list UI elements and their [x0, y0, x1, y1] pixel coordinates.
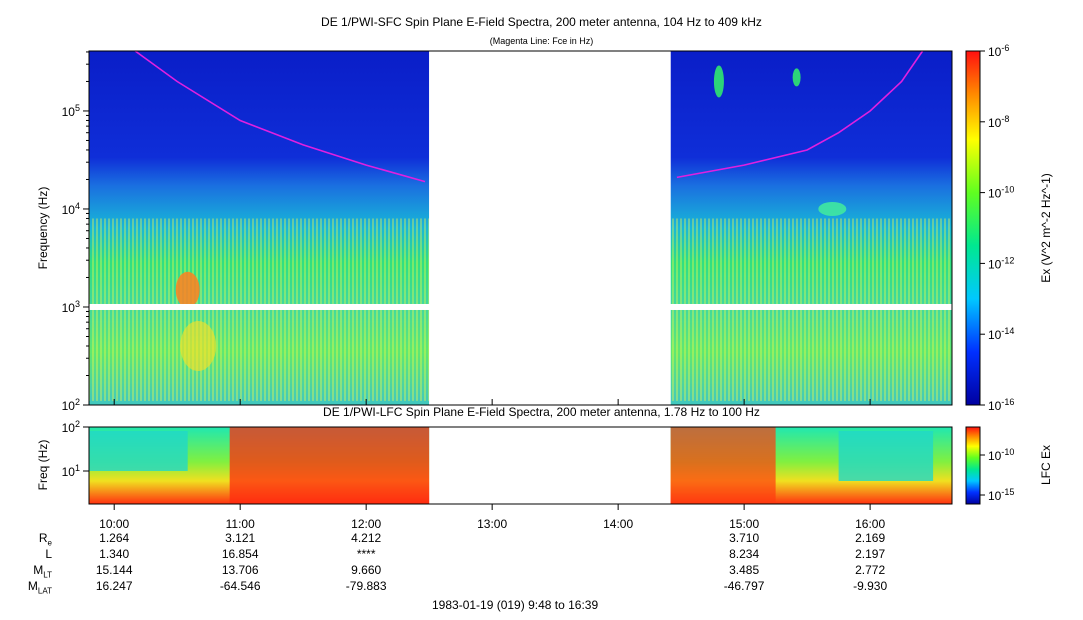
lfc-y-axis-label: Freq (Hz) — [36, 440, 50, 491]
tick-label: 10-14 — [988, 326, 1014, 342]
tick-label: 102 — [62, 397, 80, 413]
fce-line — [134, 50, 426, 183]
ephemeris-row-label: L — [45, 547, 52, 561]
lfc-intense-region — [670, 427, 776, 504]
emission-blob — [792, 68, 801, 87]
ephemeris-value: 9.660 — [351, 563, 382, 577]
sfc-data-gap — [429, 51, 671, 405]
sfc-spectrogram — [89, 50, 954, 405]
sfc-colorbar — [965, 50, 981, 406]
ephemeris-value: **** — [356, 547, 376, 561]
sfc-colorbar-label: Ex (V^2 m^-2 Hz^-1) — [1039, 173, 1053, 283]
tick-label: 10-6 — [988, 43, 1009, 59]
ephemeris-value: 16.854 — [221, 547, 259, 561]
tick-label: 10-16 — [988, 397, 1014, 413]
x-tick-label: 13:00 — [477, 517, 507, 531]
fce-line — [676, 50, 924, 179]
lfc-intense-region — [229, 427, 430, 504]
date-label: 1983-01-19 (019) 9:48 to 16:39 — [432, 598, 599, 612]
tick-label: 104 — [62, 201, 80, 217]
tick-label: 105 — [62, 103, 80, 119]
axes-layer: 102 103 104 105 101 102 Frequency (Hz) Freq (Hz… — [36, 43, 1014, 531]
lfc-colorbar — [965, 426, 981, 505]
x-tick-label: 16:00 — [855, 517, 885, 531]
tick-label: 10-10 — [988, 447, 1014, 463]
ephemeris-value: -64.546 — [219, 579, 261, 593]
ephemeris-value: 2.772 — [855, 563, 886, 577]
sfc-title: DE 1/PWI-SFC Spin Plane E-Field Spectra,… — [321, 15, 762, 29]
emission-blob — [818, 201, 847, 216]
tick-label: 10-12 — [988, 255, 1014, 271]
emission-blob — [713, 65, 724, 98]
tick-label: 103 — [62, 299, 80, 315]
x-tick-label: 11:00 — [226, 517, 255, 531]
tick-label: 10-15 — [988, 487, 1014, 503]
lfc-frame — [88, 426, 953, 505]
ephemeris-value: 15.144 — [95, 563, 133, 577]
ephemeris-value: 8.234 — [729, 547, 760, 561]
tick-label: 10-8 — [988, 114, 1009, 130]
ephemeris-value: 2.169 — [855, 531, 886, 545]
ephemeris-row-label: MLAT — [27, 579, 52, 596]
lfc-spectrogram — [89, 427, 952, 504]
lfc-colorbar-label: LFC Ex — [1039, 445, 1053, 485]
lfc-title: DE 1/PWI-LFC Spin Plane E-Field Spectra,… — [323, 405, 760, 419]
lfc-quiet-region — [838, 431, 934, 481]
sfc-y-axis-label: Frequency (Hz) — [36, 187, 50, 270]
ephemeris-value: -9.930 — [853, 579, 888, 593]
ephemeris-value: 1.340 — [99, 547, 130, 561]
x-tick-label: 14:00 — [603, 517, 633, 531]
ephemeris-value: 4.212 — [351, 531, 382, 545]
x-tick-label: 10:00 — [99, 517, 129, 531]
ephemeris-value: 3.485 — [729, 563, 760, 577]
ephemeris-row-label: MLT — [33, 563, 52, 580]
colorbars: Ex (V^2 m^-2 Hz^-1) LFC Ex — [965, 50, 1053, 505]
ephemeris-row-label: Re — [38, 531, 52, 548]
sfc-subtitle: (Magenta Line: Fce in Hz) — [489, 36, 594, 46]
x-tick-label: 15:00 — [729, 517, 759, 531]
ephemeris-value: 1.264 — [99, 531, 130, 545]
x-tick-label: 12:00 — [351, 517, 381, 531]
emission-blob — [180, 320, 217, 371]
tick-label: 10-10 — [988, 185, 1014, 201]
emission-blob — [175, 271, 200, 308]
ephemeris-value: 3.710 — [729, 531, 760, 545]
ephemeris-value: 2.197 — [855, 547, 886, 561]
ephemeris-value: -79.883 — [345, 579, 387, 593]
ephemeris-value: -46.797 — [723, 579, 765, 593]
sfc-frame — [88, 50, 953, 406]
ephemeris-value: 16.247 — [95, 579, 133, 593]
ephemeris-value: 3.121 — [225, 531, 256, 545]
tick-label: 102 — [62, 419, 80, 435]
lfc-quiet-region — [89, 431, 188, 471]
tick-label: 101 — [62, 463, 80, 479]
ephemeris-value: 13.706 — [221, 563, 259, 577]
